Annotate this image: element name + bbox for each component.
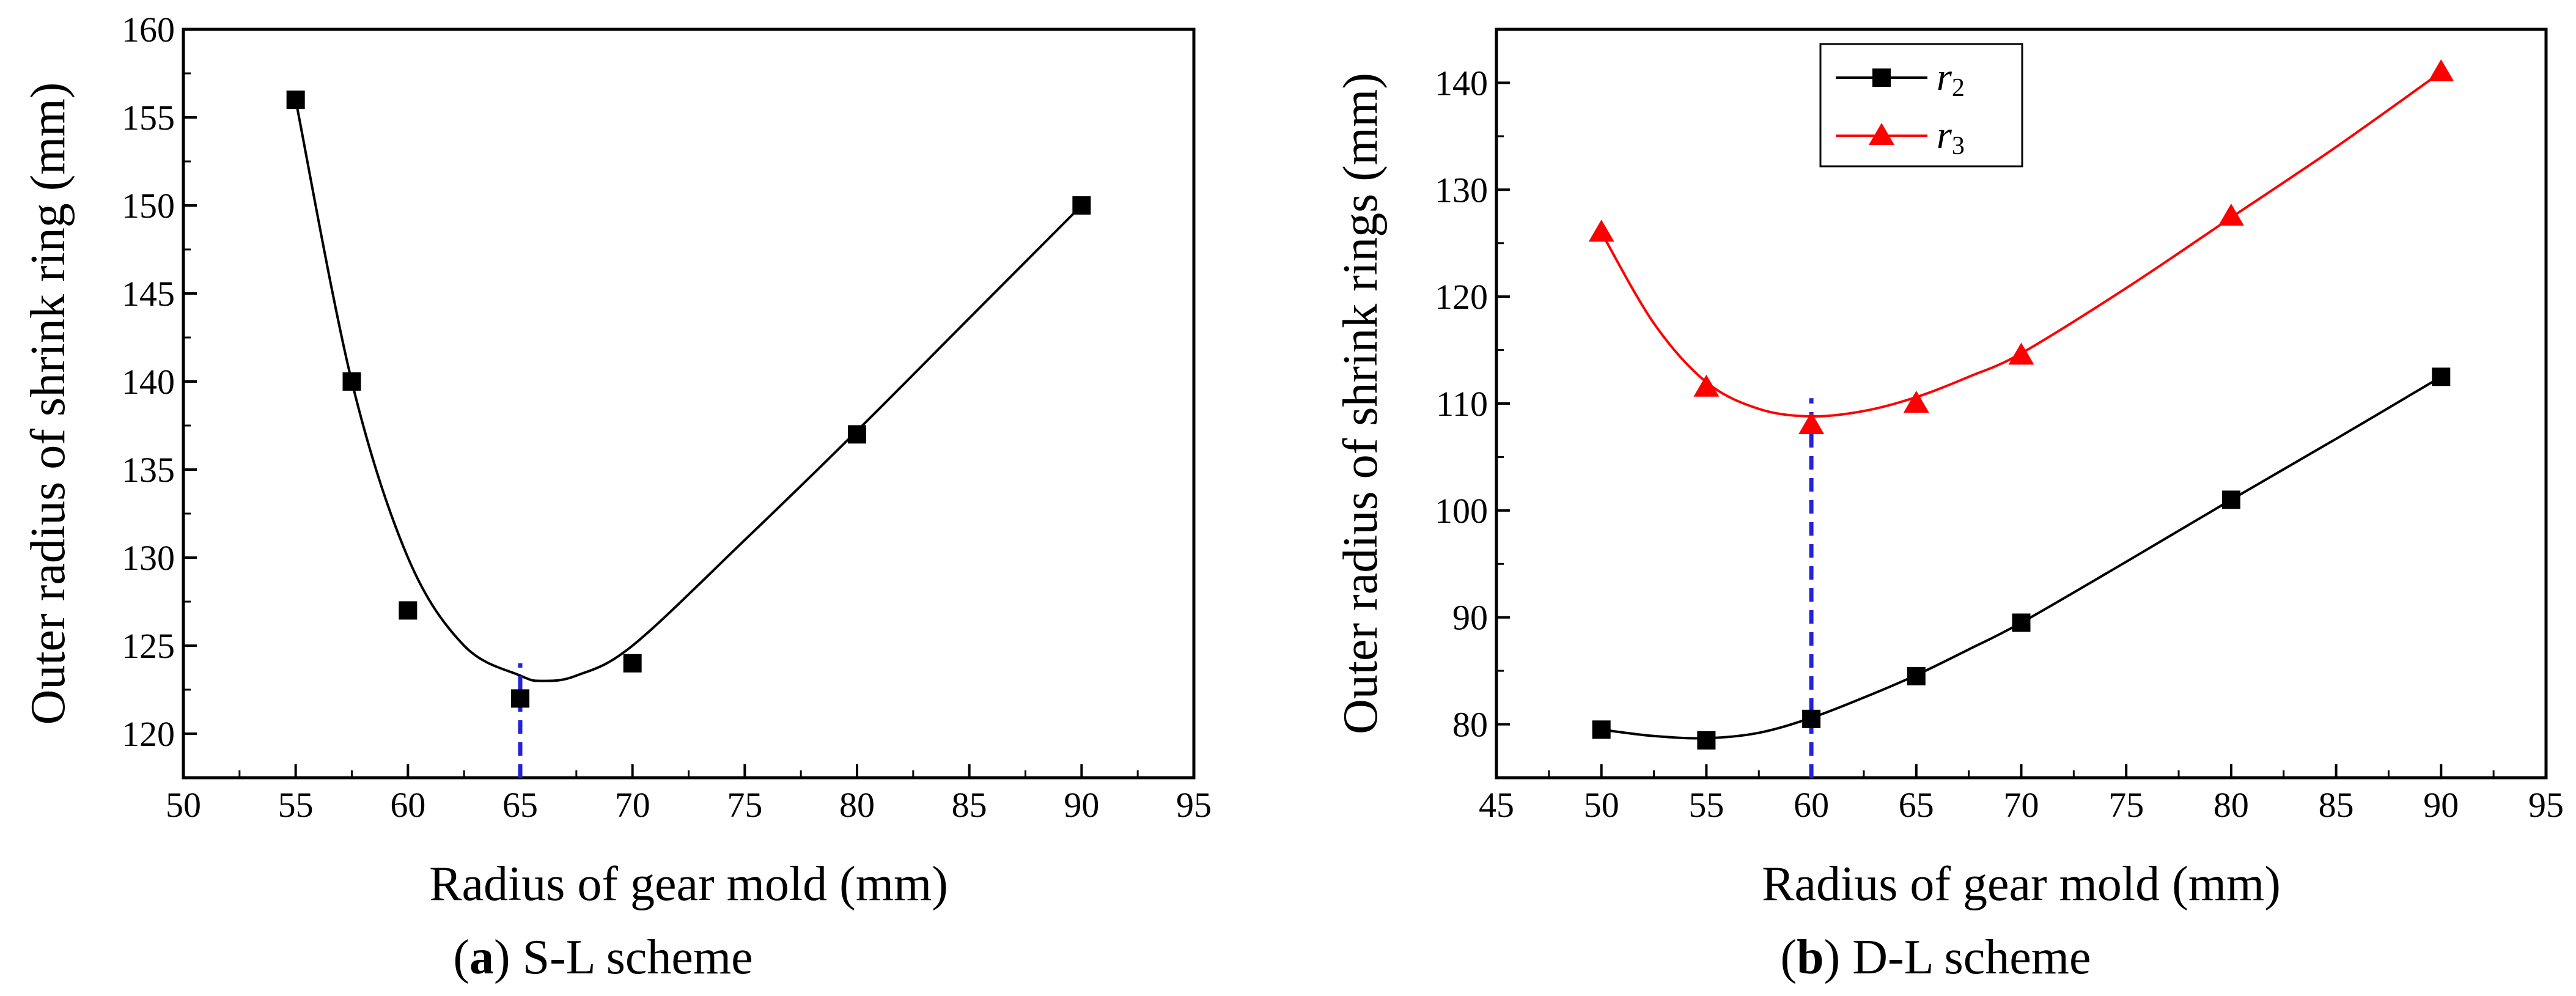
legend-label-subscript: 2 [1952, 74, 1965, 102]
panel-b-caption-open: ( [1781, 931, 1797, 984]
y-tick-label: 125 [122, 626, 175, 666]
data-point [286, 90, 305, 109]
legend-marker [1869, 123, 1894, 145]
panel-a-x-axis-label: Radius of gear mold (mm) [429, 857, 948, 911]
panel-a-ticks [182, 28, 1195, 778]
x-tick-label: 65 [1899, 785, 1934, 825]
panel-a-plot-frame [182, 28, 1196, 780]
panel-b-ticks [1495, 81, 2547, 778]
x-tick-label: 90 [2423, 785, 2459, 825]
y-tick-label: 140 [122, 362, 175, 402]
y-tick-label: 80 [1452, 705, 1488, 745]
panel-a-caption-letter: a [469, 931, 494, 984]
y-tick-label: 145 [122, 274, 175, 314]
x-tick-label: 50 [1584, 785, 1619, 825]
x-tick-label: 85 [952, 785, 987, 825]
x-tick-label: 55 [278, 785, 314, 825]
legend-label-main: r [1937, 113, 1952, 157]
data-point-r3 [2218, 204, 2244, 226]
data-point-r2 [1802, 709, 1821, 728]
x-tick-label: 70 [2004, 785, 2039, 825]
y-tick-label: 155 [122, 98, 175, 138]
panel-a-caption: (a) S-L scheme [453, 931, 753, 984]
x-tick-label: 55 [1688, 785, 1724, 825]
data-point-r3 [1693, 374, 1720, 397]
panel-a-points [286, 90, 1091, 708]
x-tick-label: 70 [615, 785, 650, 825]
x-tick-label: 95 [1176, 785, 1212, 825]
panel-a-caption-close: ) [494, 931, 510, 984]
panel-b-curves [1600, 71, 2442, 778]
y-tick-label: 100 [1435, 491, 1488, 531]
panel-b-d-l-scheme: 45 50 55 60 65 70 75 80 85 90 95 80 90 100 110 120 130 14… [1334, 28, 2564, 984]
x-tick-label: 75 [727, 785, 762, 825]
y-tick-label: 150 [122, 186, 175, 226]
y-tick-label: 140 [1435, 63, 1488, 103]
legend-label-main: r [1937, 55, 1952, 98]
panel-b-caption: (b) D-L scheme [1781, 931, 2091, 984]
y-tick-label: 110 [1436, 384, 1488, 424]
x-tick-label: 60 [390, 785, 425, 825]
y-tick-label: 130 [122, 538, 175, 578]
data-point [399, 601, 418, 620]
fit-curve [294, 99, 1083, 682]
x-tick-label: 65 [502, 785, 538, 825]
data-point-r2 [2432, 367, 2451, 386]
x-tick-label: 60 [1794, 785, 1829, 825]
legend-box [1819, 43, 2023, 168]
data-point [342, 372, 361, 391]
y-tick-label: 120 [1435, 277, 1488, 317]
y-tick-label: 130 [1435, 170, 1488, 210]
panel-a-caption-text: S-L scheme [510, 931, 753, 984]
legend-marker [1872, 68, 1891, 87]
data-point-r2 [2221, 490, 2240, 509]
legend-label: r3 [1937, 113, 1965, 160]
panel-b-x-axis-label: Radius of gear mold (mm) [1762, 857, 2281, 911]
x-tick-label: 85 [2319, 785, 2354, 825]
data-point-r3 [1798, 411, 1825, 434]
x-tick-label: 50 [166, 785, 201, 825]
data-point [848, 425, 866, 444]
x-tick-label: 80 [839, 785, 875, 825]
panel-a-curves [294, 99, 1083, 778]
data-point-r2 [1592, 720, 1611, 739]
y-tick-label: 120 [122, 714, 175, 754]
legend-label: r2 [1937, 55, 1965, 102]
y-tick-label: 135 [122, 450, 175, 490]
x-tick-label: 45 [1479, 785, 1514, 825]
data-point-r2 [2012, 613, 2031, 632]
data-point-r2 [1697, 731, 1716, 750]
panel-b-points [1588, 59, 2454, 750]
x-tick-label: 75 [2108, 785, 2144, 825]
data-point-r3 [2428, 59, 2454, 81]
panel-b-caption-close: ) [1824, 931, 1841, 984]
data-point-r3 [1903, 391, 1929, 413]
panel-b-caption-letter: b [1797, 931, 1824, 984]
panel-a-tick-labels: 50 55 60 65 70 75 80 85 90 95 120 125 130 135 140 145 15… [122, 10, 1212, 825]
data-point-r3 [2008, 342, 2034, 365]
panel-b-caption-text: D-L scheme [1840, 931, 2091, 984]
data-point [511, 689, 529, 708]
data-point [623, 654, 642, 673]
data-point-r3 [1588, 219, 1614, 242]
series-line-r2 [1601, 375, 2442, 740]
x-tick-label: 90 [1064, 785, 1099, 825]
panel-a-y-axis-label: Outer radius of shrink ring (mm) [21, 83, 75, 725]
panel-a-s-l-scheme: 50 55 60 65 70 75 80 85 90 95 120 125 130 135 140 145 15… [21, 10, 1212, 984]
y-tick-label: 90 [1452, 598, 1488, 638]
data-point-r2 [1907, 666, 1926, 685]
panel-b-y-axis-label: Outer radius of shrink rings (mm) [1334, 73, 1388, 734]
panel-a-caption-open: ( [453, 931, 469, 984]
y-tick-label: 160 [122, 10, 175, 50]
x-tick-label: 95 [2528, 785, 2564, 825]
x-tick-label: 80 [2214, 785, 2249, 825]
data-point [1072, 196, 1091, 215]
panel-b-tick-labels: 45 50 55 60 65 70 75 80 85 90 95 80 90 100 110 120 130 14… [1435, 63, 2564, 825]
legend-label-subscript: 3 [1952, 132, 1965, 160]
